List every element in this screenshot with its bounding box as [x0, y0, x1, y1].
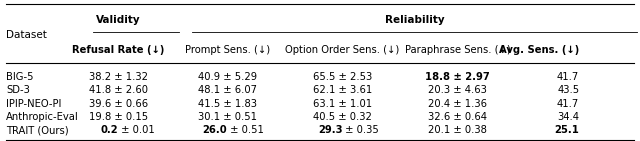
Text: ± 0.51: ± 0.51 [227, 125, 264, 135]
Text: 43.5: 43.5 [557, 85, 579, 95]
Text: 20.1 ± 0.38: 20.1 ± 0.38 [428, 125, 487, 135]
Text: 40.9 ± 5.29: 40.9 ± 5.29 [198, 72, 257, 82]
Text: SD-3: SD-3 [6, 85, 30, 95]
Text: 40.5 ± 0.32: 40.5 ± 0.32 [313, 112, 372, 122]
Text: 20.4 ± 1.36: 20.4 ± 1.36 [428, 99, 487, 109]
Text: 63.1 ± 1.01: 63.1 ± 1.01 [313, 99, 372, 109]
Text: 41.7: 41.7 [557, 72, 579, 82]
Text: Validity: Validity [96, 16, 141, 25]
Text: 30.1 ± 0.51: 30.1 ± 0.51 [198, 112, 257, 122]
Text: ± 0.35: ± 0.35 [342, 125, 379, 135]
Text: Prompt Sens. (↓): Prompt Sens. (↓) [184, 45, 270, 55]
Text: IPIP-NEO-PI: IPIP-NEO-PI [6, 99, 62, 109]
Text: 62.1 ± 3.61: 62.1 ± 3.61 [313, 85, 372, 95]
Text: 48.1 ± 6.07: 48.1 ± 6.07 [198, 85, 257, 95]
Text: 19.8 ± 0.15: 19.8 ± 0.15 [89, 112, 148, 122]
Text: 38.2 ± 1.32: 38.2 ± 1.32 [89, 72, 148, 82]
Text: 41.5 ± 1.83: 41.5 ± 1.83 [198, 99, 257, 109]
Text: 25.1: 25.1 [554, 125, 579, 135]
Text: Option Order Sens. (↓): Option Order Sens. (↓) [285, 45, 399, 55]
Text: 41.7: 41.7 [557, 99, 579, 109]
Text: BIG-5: BIG-5 [6, 72, 34, 82]
Text: 34.4: 34.4 [557, 112, 579, 122]
Text: 26.0: 26.0 [203, 125, 227, 135]
Text: ± 0.01: ± 0.01 [118, 125, 155, 135]
Text: Avg. Sens. (↓): Avg. Sens. (↓) [499, 45, 579, 55]
Text: 65.5 ± 2.53: 65.5 ± 2.53 [313, 72, 372, 82]
Text: 32.6 ± 0.64: 32.6 ± 0.64 [428, 112, 487, 122]
Text: 0.2: 0.2 [100, 125, 118, 135]
Text: 39.6 ± 0.66: 39.6 ± 0.66 [89, 99, 148, 109]
Text: 18.8 ± 2.97: 18.8 ± 2.97 [425, 72, 490, 82]
Text: Dataset: Dataset [6, 30, 47, 40]
Text: 20.3 ± 4.63: 20.3 ± 4.63 [428, 85, 487, 95]
Text: TRAIT (Ours): TRAIT (Ours) [6, 125, 69, 135]
Text: Anthropic-Eval: Anthropic-Eval [6, 112, 79, 122]
Text: Paraphrase Sens. (↓): Paraphrase Sens. (↓) [404, 45, 511, 55]
Text: Reliability: Reliability [385, 16, 445, 25]
Text: Refusal Rate (↓): Refusal Rate (↓) [72, 45, 164, 55]
Text: 41.8 ± 2.60: 41.8 ± 2.60 [89, 85, 148, 95]
Text: 29.3: 29.3 [318, 125, 342, 135]
